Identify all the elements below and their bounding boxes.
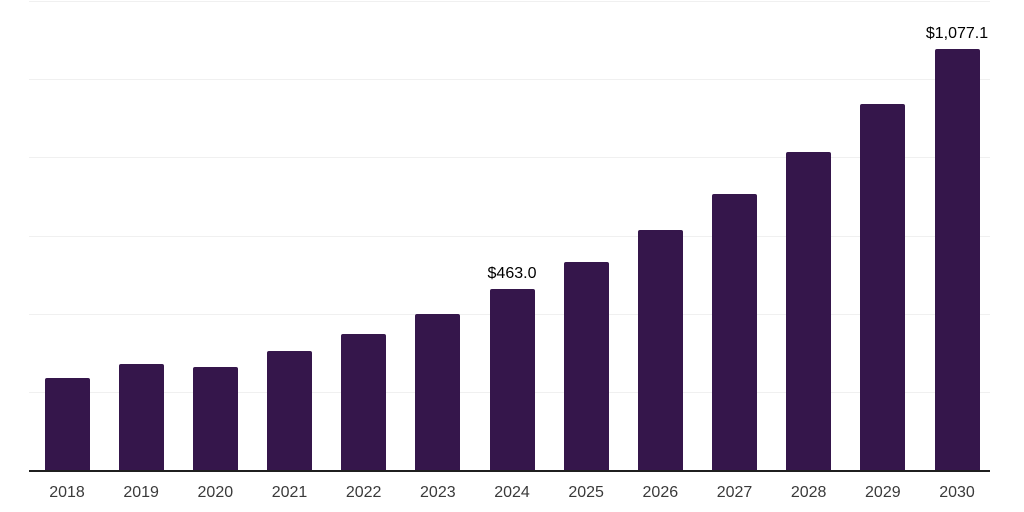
- x-tick-label-2019: 2019: [123, 484, 159, 501]
- bar-2030: [934, 49, 980, 470]
- bar-2025: [563, 261, 609, 470]
- bar-2018: [44, 378, 90, 470]
- x-tick-label-2029: 2029: [865, 484, 901, 501]
- x-tick-label-2025: 2025: [568, 484, 604, 501]
- gridline-1200: [29, 1, 990, 2]
- gridline-1000: [29, 79, 990, 81]
- x-tick-label-2021: 2021: [271, 484, 308, 501]
- x-tick-label-2027: 2027: [716, 484, 753, 501]
- bar-2026: [637, 230, 683, 470]
- x-tick-label-2028: 2028: [790, 484, 827, 501]
- bar-2021: [267, 350, 312, 470]
- bar-2022: [341, 333, 387, 470]
- bar-2023: [415, 313, 461, 470]
- bar-2024: [489, 289, 535, 470]
- x-tick-label-2018: 2018: [49, 484, 85, 501]
- bar-2029: [860, 104, 906, 470]
- bar-2028: [786, 152, 832, 470]
- x-tick-label-2026: 2026: [642, 484, 679, 501]
- gridline-600: [29, 235, 990, 237]
- bar-2027: [712, 194, 757, 470]
- x-axis-line: [29, 470, 990, 472]
- bar-2020: [192, 367, 238, 470]
- bar-2019: [118, 364, 164, 470]
- data-label-2030: $1,077.1: [925, 25, 989, 43]
- x-tick-label-2030: 2030: [939, 484, 975, 501]
- x-tick-label-2020: 2020: [197, 484, 234, 501]
- data-label-2024: $463.0: [487, 265, 537, 283]
- x-tick-label-2024: 2024: [494, 484, 530, 501]
- x-tick-label-2023: 2023: [420, 484, 456, 501]
- gridline-800: [29, 157, 990, 159]
- x-tick-label-2022: 2022: [345, 484, 382, 501]
